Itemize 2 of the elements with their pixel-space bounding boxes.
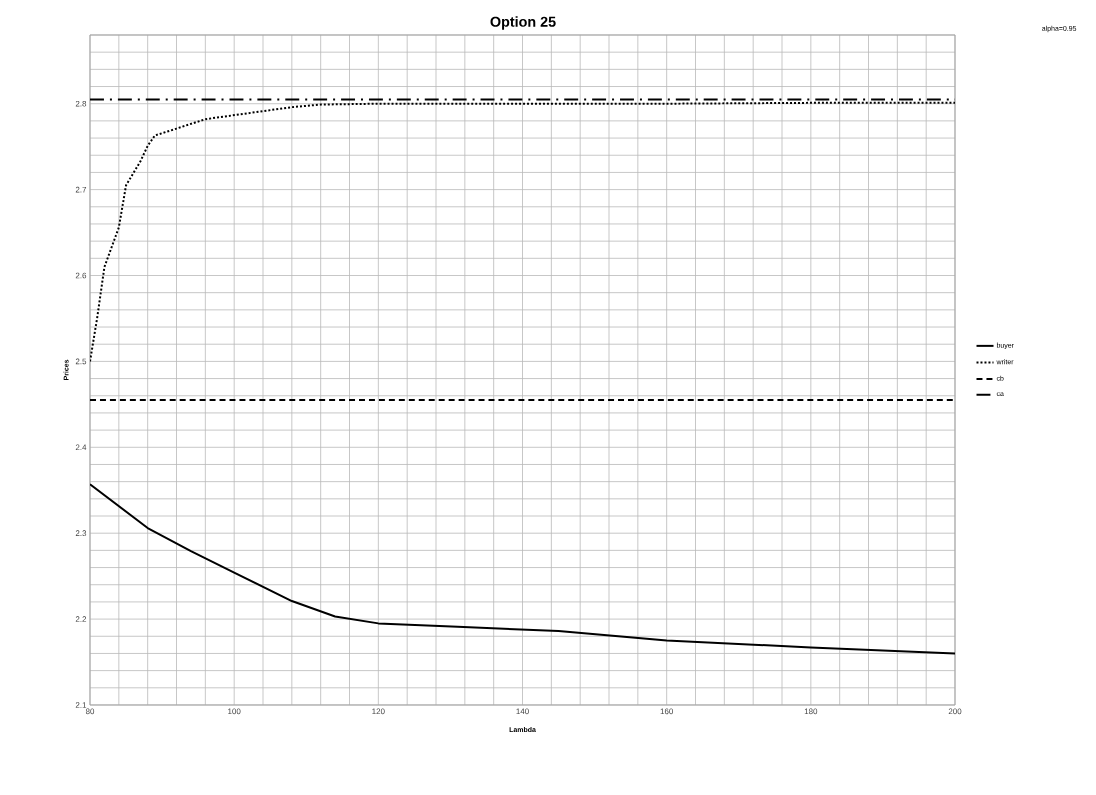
chart-title: Option 25 (490, 16, 556, 30)
line-series (90, 483, 956, 655)
